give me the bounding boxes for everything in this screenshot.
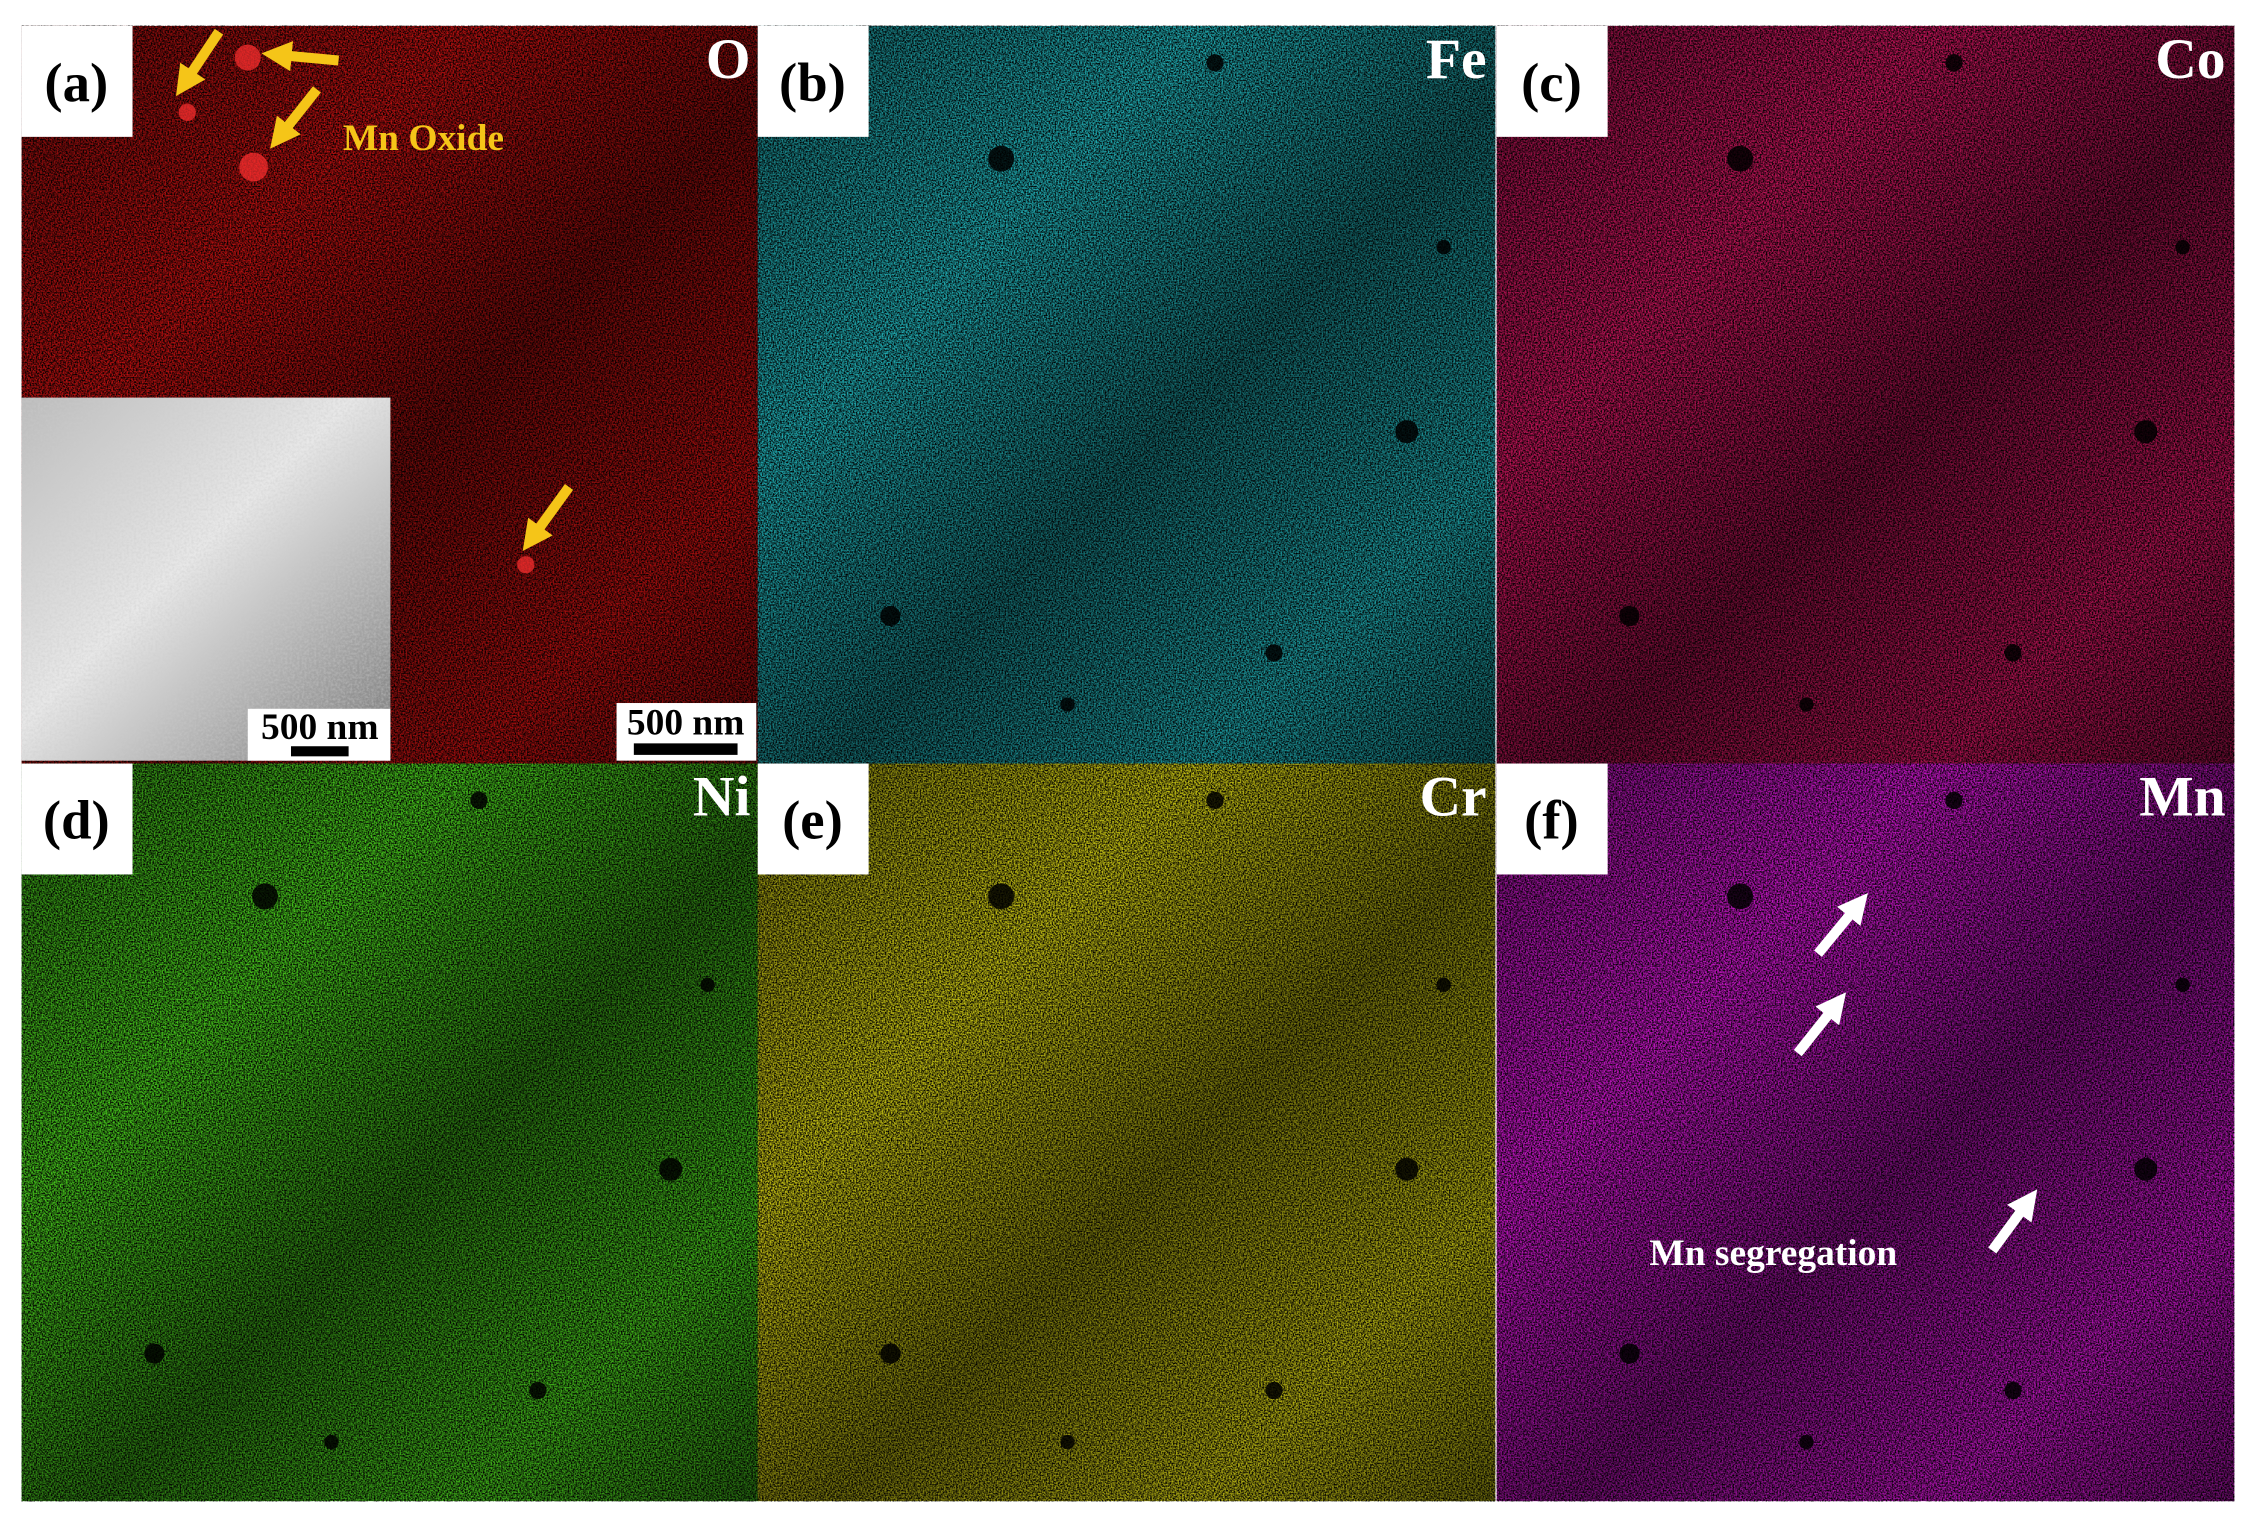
map-noise [1496,763,2235,1502]
dark-particle [1799,697,1814,712]
dark-particle [1945,791,1963,810]
dark-particle [1206,791,1224,810]
dark-particle [2175,240,2190,255]
dark-particle [1619,1343,1640,1364]
dark-particle [1265,1381,1283,1400]
arrow [522,483,574,552]
dark-particle [1436,240,1451,255]
oxide-particle [239,152,268,182]
dark-particle [1436,977,1451,993]
dark-particle [2175,977,2190,993]
dark-particle [252,883,278,910]
arrow [270,86,321,149]
map-panel: (e) Cr [757,763,1496,1502]
element-label: O [706,28,751,91]
arrow [1793,992,1847,1057]
dark-particle [2134,420,2158,444]
dark-particle [1206,54,1224,72]
map-noise [757,25,1496,764]
annotation: Mn Oxide [343,118,504,159]
panel-label: (a) [44,52,108,113]
inset-scale-bar [290,746,349,757]
scale-text: 500 nm [627,703,745,744]
oxide-particle [234,44,261,71]
map-panel: (d) Ni [21,763,760,1502]
map-panel: (c) Co [1496,25,2235,764]
dark-particle [2004,1381,2022,1400]
oxide-particle [517,556,535,574]
inset-texture [21,397,391,761]
dark-particle [1799,1434,1814,1450]
panel-label: (d) [43,789,110,850]
dark-particle [1265,644,1283,662]
map-panel: (f) Mn [1496,763,2235,1502]
dark-particle [1060,1434,1075,1450]
element-label: Mn [2139,765,2225,828]
arrow [1988,1189,2038,1254]
map-panel: (a) O [21,25,760,764]
label-box [1496,25,1608,137]
dark-particle [1395,420,1419,444]
dark-particle [2134,1157,2158,1181]
dark-particle [659,1157,683,1181]
element-label: Cr [1419,765,1486,828]
dark-particle [324,1434,339,1450]
dark-particle [1945,54,1963,72]
dark-particle [880,605,901,627]
dark-particle [2004,644,2022,662]
panel-label: (e) [782,789,843,850]
dark-particle [1060,697,1075,712]
dark-particle [529,1381,547,1400]
map-noise [21,763,760,1502]
label-box [1496,763,1608,875]
map-noise [757,763,1496,1502]
panel-label: (c) [1521,52,1582,113]
element-label: Ni [693,765,751,828]
dark-particle [1395,1157,1419,1181]
map-noise [1496,25,2235,764]
map-panel: (b) Fe [757,25,1496,764]
dark-particle [988,145,1015,172]
dark-particle [700,977,715,993]
label-box [21,763,133,875]
annotation: Mn segregation [1649,1233,1897,1274]
dark-particle [880,1343,901,1364]
inset-scale-text: 500 nm [261,707,379,748]
panel-label: (b) [779,52,846,113]
arrow [1814,893,1868,957]
dark-particle [470,791,488,810]
label-box [757,763,869,875]
label-box [757,25,869,137]
element-label: Co [2155,28,2225,91]
dark-particle [144,1343,165,1364]
label-box [21,25,133,137]
dark-particle [1727,145,1754,172]
oxide-particle [178,103,196,122]
dark-particle [988,883,1015,910]
scale-bar [633,743,738,755]
arrow [175,28,224,97]
arrow [261,41,339,72]
dark-particle [1619,605,1640,627]
panel-label: (f) [1524,789,1579,850]
element-label: Fe [1426,28,1487,91]
dark-particle [1727,883,1754,910]
